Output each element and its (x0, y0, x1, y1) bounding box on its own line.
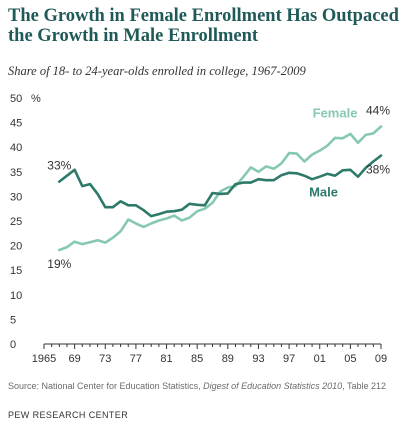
y-axis-tick-labels: 0 5 10 15 20 25 30 35 40 45 50 (10, 93, 22, 351)
x-axis-ticks (43, 344, 382, 349)
x-axis-tick-labels: 1965 69 73 77 81 85 89 93 97 01 05 09 (32, 353, 387, 365)
value-annotations: 33% 19% 44% 38% (47, 104, 390, 271)
source-publication: Digest of Education Statistics 2010 (203, 381, 343, 391)
x-tick-label: 1965 (32, 353, 56, 365)
series-label-female: Female (313, 106, 358, 121)
series-legend-labels: Female Male (309, 106, 357, 200)
value-annotation: 19% (47, 257, 71, 271)
y-tick-label: 10 (10, 290, 22, 302)
value-annotation: 33% (47, 159, 71, 173)
source-note: Source: National Center for Education St… (8, 380, 400, 392)
y-tick-label: 50 (10, 93, 22, 105)
y-axis-unit-label: % (31, 93, 41, 105)
x-tick-label: 85 (191, 353, 203, 365)
y-tick-label: 45 (10, 118, 22, 130)
x-tick-label: 73 (99, 353, 111, 365)
series-lines (57, 125, 383, 252)
y-tick-label: 35 (10, 167, 22, 179)
y-tick-label: 30 (10, 191, 22, 203)
y-tick-label: 0 (10, 339, 16, 351)
organization-credit: PEW RESEARCH CENTER (8, 410, 129, 420)
series-line-male (57, 154, 383, 218)
source-prefix: Source: National Center for Education St… (8, 381, 204, 391)
x-tick-label: 81 (160, 353, 172, 365)
x-tick-label: 09 (375, 353, 387, 365)
value-annotation: 44% (366, 104, 390, 118)
y-tick-label: 5 (10, 314, 16, 326)
value-annotation: 38% (366, 163, 390, 177)
y-tick-label: 15 (10, 265, 22, 277)
source-suffix: , Table 212 (342, 381, 387, 391)
chart-subtitle: Share of 18- to 24-year-olds enrolled in… (8, 64, 306, 78)
x-tick-label: 89 (222, 353, 234, 365)
x-tick-label: 69 (69, 353, 81, 365)
x-tick-label: 77 (130, 353, 142, 365)
y-tick-label: 25 (10, 216, 22, 228)
x-tick-label: 01 (314, 353, 326, 365)
y-tick-label: 20 (10, 241, 22, 253)
series-label-male: Male (309, 184, 338, 199)
y-tick-label: 40 (10, 142, 22, 154)
series-line-female (57, 125, 383, 252)
chart-title: The Growth in Female Enrollment Has Outp… (8, 6, 399, 46)
x-tick-label: 05 (344, 353, 356, 365)
x-tick-label: 93 (252, 353, 264, 365)
x-tick-label: 97 (283, 353, 295, 365)
